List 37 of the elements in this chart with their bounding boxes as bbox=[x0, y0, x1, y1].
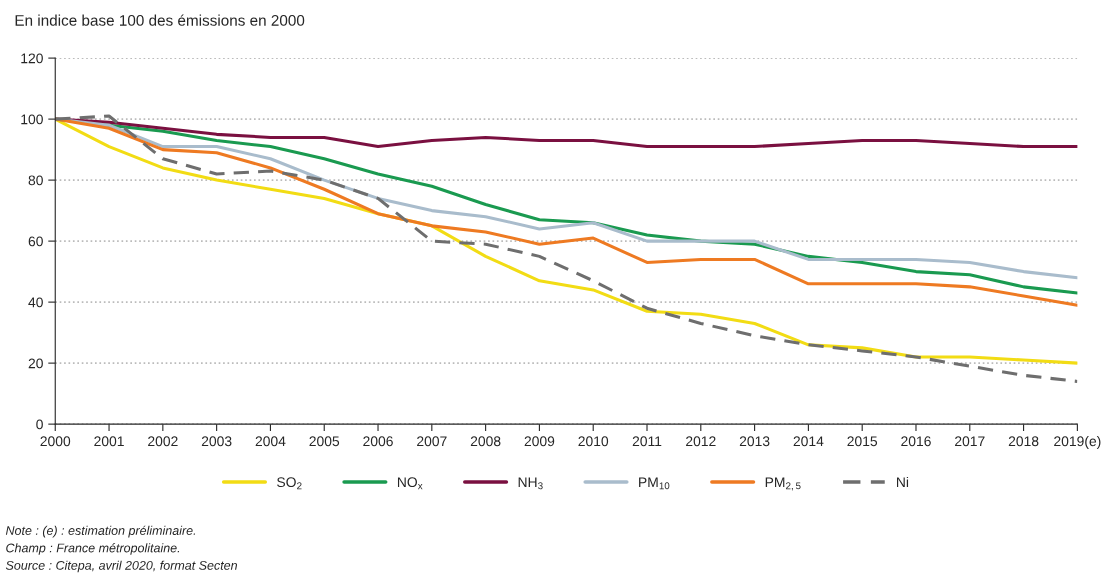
legend-label: NO$_{x}$ bbox=[397, 477, 423, 490]
x-tick-label: 2016 bbox=[901, 436, 931, 447]
x-tick-label: 2001 bbox=[94, 436, 124, 447]
source-note: Source : Citepa, avril 2020, format Secten bbox=[5, 560, 238, 573]
x-tick-label: 2007 bbox=[417, 436, 447, 447]
x-tick-label: 2004 bbox=[255, 436, 286, 447]
x-tick-label: 2013 bbox=[739, 436, 770, 447]
x-tick-label: 2017 bbox=[955, 436, 985, 447]
legend-label: NH$_{3}$ bbox=[518, 477, 543, 490]
x-tick-label: 2006 bbox=[363, 436, 393, 447]
x-tick-label: 2002 bbox=[148, 436, 178, 447]
legend-label: Ni bbox=[897, 476, 909, 487]
x-tick-label: 2019(e) bbox=[1054, 435, 1101, 449]
y-tick-label: 40 bbox=[28, 297, 43, 308]
x-tick-label: 2009 bbox=[524, 436, 555, 447]
chart-title: En indice base 100 des émissions en 2000 bbox=[15, 14, 305, 26]
y-tick-label: 80 bbox=[28, 175, 43, 186]
x-tick-label: 2008 bbox=[470, 436, 501, 447]
x-tick-label: 2012 bbox=[686, 436, 716, 447]
legend-label: PM$_{2,5}$ bbox=[765, 477, 801, 491]
text: Champ : France métropolitaine. bbox=[6, 543, 180, 555]
x-tick-label: 2018 bbox=[1008, 436, 1039, 447]
y-tick-label: 0 bbox=[36, 419, 43, 430]
x-tick-label: 2014 bbox=[793, 436, 824, 447]
x-tick-label: 2005 bbox=[309, 436, 340, 447]
x-tick-label: 2000 bbox=[40, 436, 71, 447]
x-tick-label: 2010 bbox=[578, 436, 609, 447]
legend-label: SO$_{2}$ bbox=[277, 477, 302, 490]
x-tick-label: 2015 bbox=[847, 436, 878, 447]
y-tick-label: 120 bbox=[21, 53, 43, 64]
x-tick-label: 2011 bbox=[632, 436, 662, 447]
x-tick-label: 2003 bbox=[201, 436, 232, 447]
text: Note : (e) : estimation préliminaire. bbox=[5, 525, 196, 538]
y-tick-label: 20 bbox=[28, 358, 43, 369]
y-tick-label: 60 bbox=[28, 236, 43, 247]
y-tick-label: 100 bbox=[21, 114, 43, 125]
legend-label: PM$_{10}$ bbox=[639, 477, 670, 490]
